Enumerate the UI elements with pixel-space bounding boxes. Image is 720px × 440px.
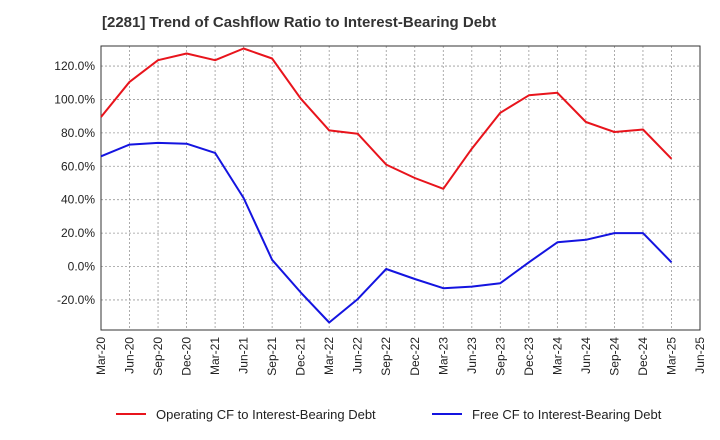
legend-label-operating-cf: Operating CF to Interest-Bearing Debt — [156, 407, 376, 422]
x-tick-label: Sep-20 — [151, 337, 165, 376]
x-tick-label: Dec-20 — [180, 337, 194, 376]
plot-area — [101, 46, 700, 330]
x-tick-label: Mar-20 — [94, 337, 108, 375]
y-tick-label: 100.0% — [54, 92, 95, 106]
x-tick-label: Dec-23 — [522, 337, 536, 376]
x-tick-label: Sep-21 — [265, 337, 279, 376]
y-tick-label: 0.0% — [68, 260, 96, 274]
series-layer — [100, 47, 673, 324]
y-tick-label: -20.0% — [57, 293, 95, 307]
x-tick-label: Jun-20 — [123, 337, 137, 374]
legend-label-free-cf: Free CF to Interest-Bearing Debt — [472, 407, 662, 422]
y-tick-label: 120.0% — [54, 59, 95, 73]
x-tick-label: Sep-23 — [493, 337, 507, 376]
x-tick-label: Dec-22 — [408, 337, 422, 376]
y-tick-label: 60.0% — [61, 159, 95, 173]
x-tick-label: Mar-22 — [322, 337, 336, 375]
axis-layer: -20.0% 0.0% 20.0% 40.0% 60.0% 80.0% 100.0% 120.… — [54, 45, 707, 376]
x-tick-label: Sep-22 — [379, 337, 393, 376]
x-tick-label: Jun-22 — [351, 337, 365, 374]
y-tick-label: 20.0% — [61, 226, 95, 240]
x-tick-label: Jun-21 — [237, 337, 251, 374]
x-tick-label: Jun-25 — [693, 337, 707, 374]
series-line-free-cf — [100, 141, 673, 324]
chart-title: [2281] Trend of Cashflow Ratio to Intere… — [102, 14, 497, 31]
plot-border — [100, 45, 701, 331]
grid-layer — [100, 46, 701, 330]
x-tick-label: Jun-23 — [465, 337, 479, 374]
x-tick-label: Sep-24 — [607, 337, 621, 376]
x-tick-label: Dec-24 — [636, 337, 650, 376]
legend: Operating CF to Interest-Bearing Debt Fre… — [116, 407, 662, 422]
x-tick-label: Jun-24 — [579, 337, 593, 374]
y-tick-label: 80.0% — [61, 126, 95, 140]
x-tick-label: Mar-25 — [664, 337, 678, 375]
x-tick-label: Mar-23 — [436, 337, 450, 375]
x-tick-label: Mar-24 — [550, 337, 564, 375]
x-tick-label: Dec-21 — [294, 337, 308, 376]
y-tick-label: 40.0% — [61, 193, 95, 207]
x-tick-label: Mar-21 — [208, 337, 222, 375]
series-line-operating-cf — [100, 47, 673, 190]
